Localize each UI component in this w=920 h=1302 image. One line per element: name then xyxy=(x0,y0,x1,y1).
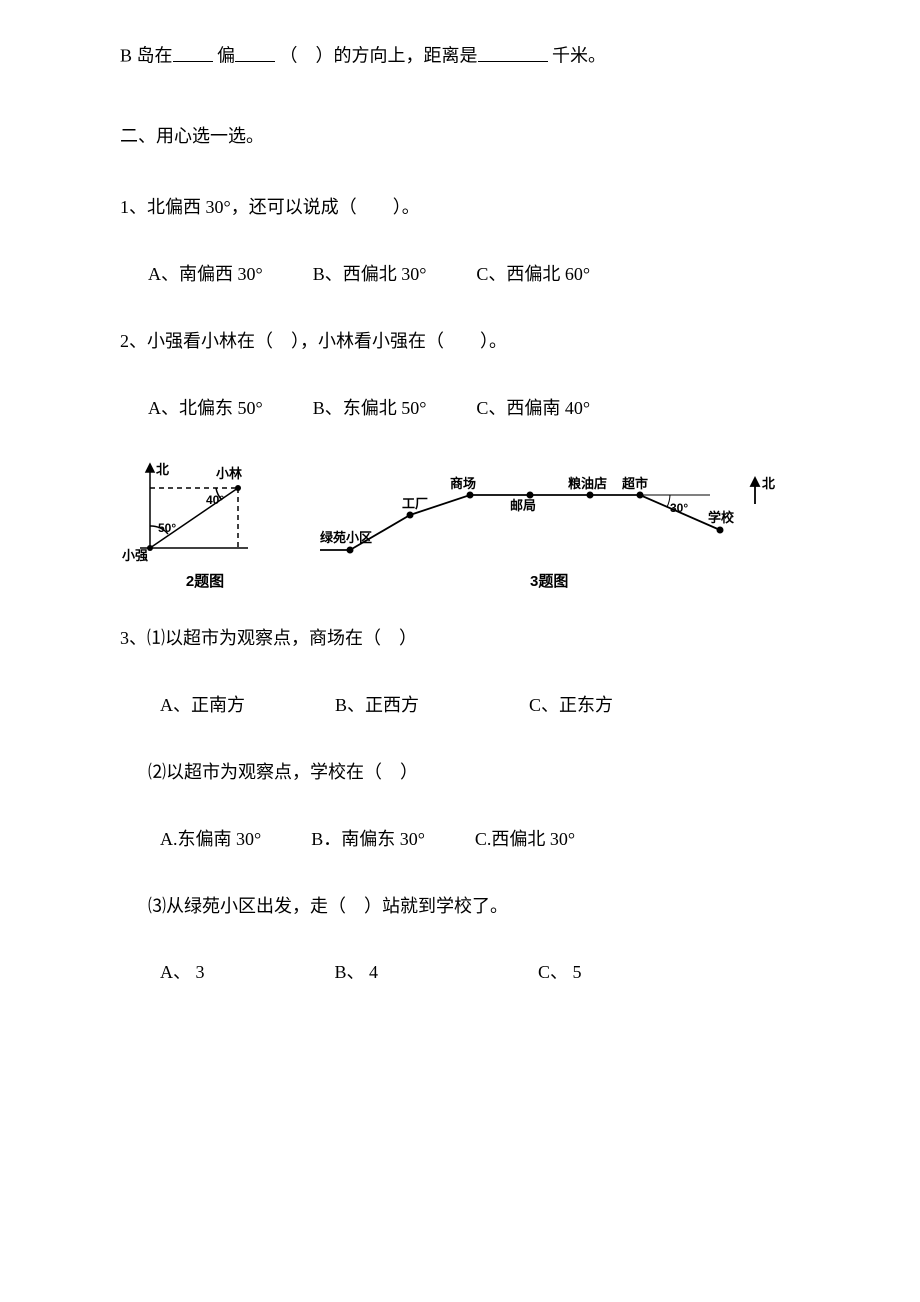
fig3-lvyuan: 绿苑小区 xyxy=(320,530,372,545)
q3-p3-options: A、 3 B、 4 C、 5 xyxy=(120,958,800,987)
q-top-line: B 岛在 偏 （ ）的方向上，距离是 千米。 xyxy=(120,40,800,70)
q1-opt-c: C、西偏北 60° xyxy=(476,260,590,289)
q3-p3-stem: ⑶从绿苑小区出发，走（ ）站就到学校了。 xyxy=(120,892,800,921)
q1-stem: 1、北偏西 30°，还可以说成（ ）。 xyxy=(120,193,800,222)
figures-row: 北 小林 小强 50° 40° 2题图 xyxy=(120,460,800,594)
q3p3-opt-a: A、 3 xyxy=(160,958,205,987)
q3-p1-options: A、正南方 B、正西方 C、正东方 xyxy=(120,691,800,720)
fig3-shangchang: 商场 xyxy=(450,476,476,491)
q3p2-opt-c: C.西偏北 30° xyxy=(475,825,575,854)
q2-stem: 2、小强看小林在（ ），小林看小强在（ ）。 xyxy=(120,327,800,356)
q2-opt-c: C、西偏南 40° xyxy=(476,394,590,423)
q2-opt-b: B、东偏北 50° xyxy=(313,394,427,423)
q2-options: A、北偏东 50° B、东偏北 50° C、西偏南 40° xyxy=(120,394,800,423)
fig2-xiaolin: 小林 xyxy=(216,466,242,481)
fig2-wrap: 北 小林 小强 50° 40° 2题图 xyxy=(120,460,290,594)
q3-p2-stem: ⑵以超市为观察点，学校在（ ） xyxy=(120,758,800,787)
fig3-chaoshi: 超市 xyxy=(622,476,648,491)
fig3-a30: 30° xyxy=(670,501,688,515)
q2-opt-a: A、北偏东 50° xyxy=(148,394,263,423)
fig3-svg: 绿苑小区 工厂 商场 邮局 粮油店 超市 学校 30° 北 xyxy=(310,470,780,570)
fig2-svg: 北 小林 小强 50° 40° xyxy=(120,460,290,570)
qtop-mid1: 偏 xyxy=(217,46,235,66)
q3p1-opt-a: A、正南方 xyxy=(160,691,245,720)
blank-1 xyxy=(173,40,213,62)
q1-opt-a: A、南偏西 30° xyxy=(148,260,263,289)
fig2-caption: 2题图 xyxy=(120,570,290,594)
qtop-prefix: B 岛在 xyxy=(120,46,173,66)
fig3-gongchang: 工厂 xyxy=(402,496,428,511)
fig3-youju: 邮局 xyxy=(510,498,536,513)
fig2-xiaoqiang: 小强 xyxy=(122,548,148,563)
fig3-xuexiao: 学校 xyxy=(708,510,735,525)
blank-2 xyxy=(235,40,275,62)
fig2-a40: 40° xyxy=(206,493,224,507)
fig3-north: 北 xyxy=(762,476,775,491)
q1-opt-b: B、西偏北 30° xyxy=(313,260,427,289)
q3p2-opt-a: A.东偏南 30° xyxy=(160,825,261,854)
q3p1-opt-c: C、正东方 xyxy=(529,691,613,720)
q3-stem: 3、⑴以超市为观察点，商场在（ ） xyxy=(120,624,800,653)
q3p2-opt-b: B．南偏东 30° xyxy=(311,825,425,854)
qtop-suffix: 千米。 xyxy=(552,46,606,66)
fig2-north: 北 xyxy=(156,462,169,477)
section-2-title: 二、用心选一选。 xyxy=(120,122,800,151)
blank-3 xyxy=(478,40,548,62)
q3p1-opt-b: B、正西方 xyxy=(335,691,419,720)
fig3-wrap: 绿苑小区 工厂 商场 邮局 粮油店 超市 学校 30° 北 3题图 xyxy=(310,470,800,594)
q3-p2-options: A.东偏南 30° B．南偏东 30° C.西偏北 30° xyxy=(120,825,800,854)
qtop-paren: （ ）的方向上，距离是 xyxy=(280,46,478,66)
q3p3-opt-b: B、 4 xyxy=(335,958,379,987)
q3p3-opt-c: C、 5 xyxy=(538,958,582,987)
fig2-a50: 50° xyxy=(158,521,176,535)
q1-options: A、南偏西 30° B、西偏北 30° C、西偏北 60° xyxy=(120,260,800,289)
fig3-liangyou: 粮油店 xyxy=(568,476,607,491)
fig3-caption: 3题图 xyxy=(310,570,800,594)
